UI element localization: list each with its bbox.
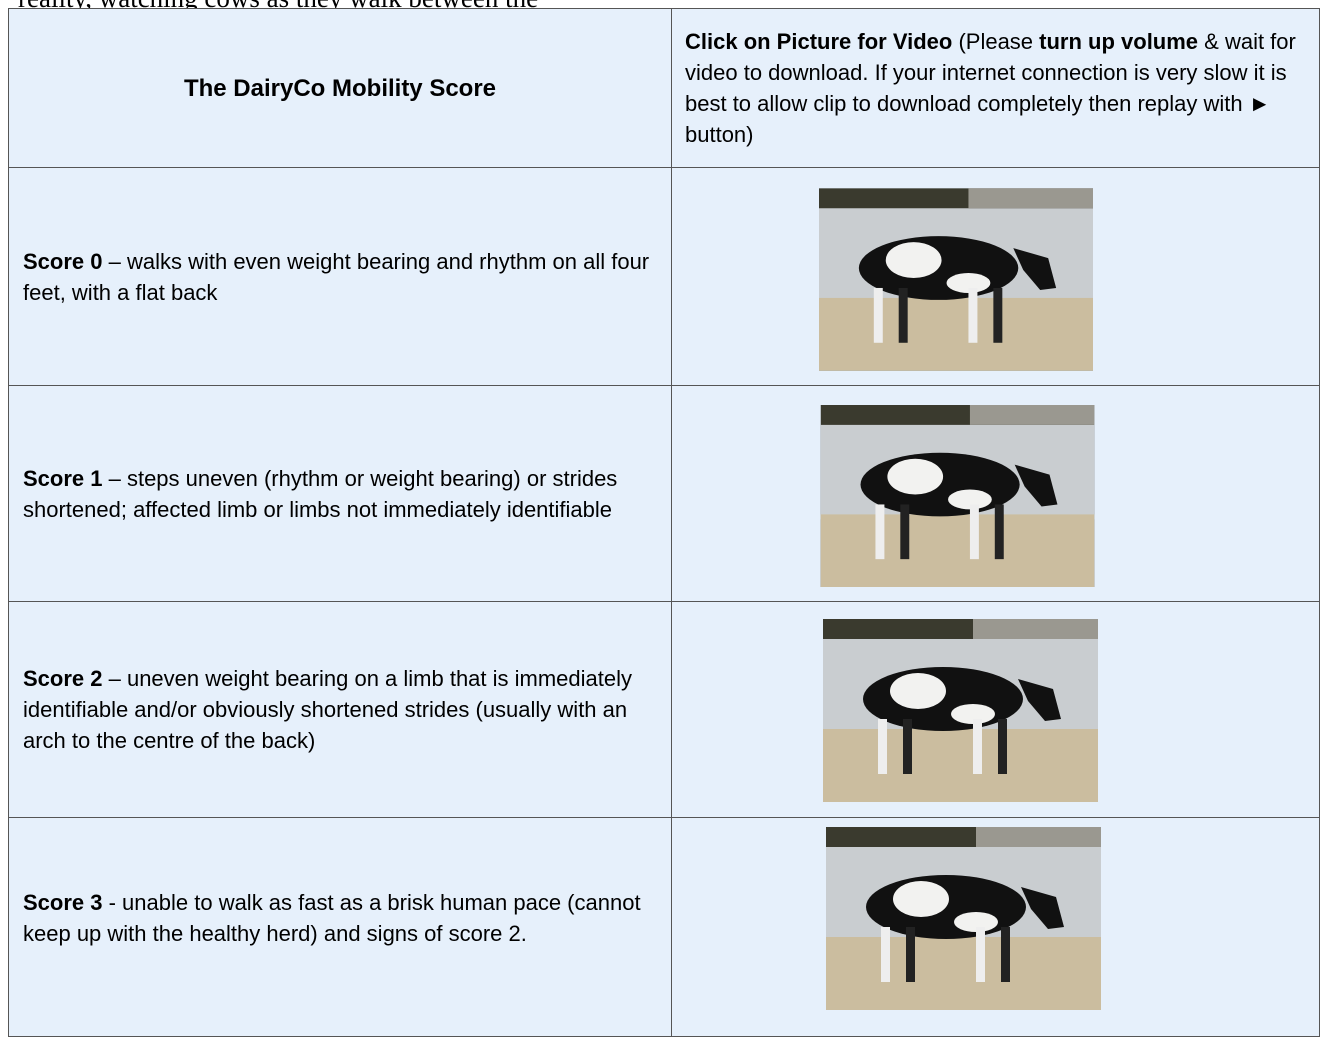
score: Score 0	[23, 248, 103, 274]
header-note: Click on Picture for Video (Please turn …	[685, 26, 1307, 150]
row-text-cell: Score 1 – steps uneven (rhythm or weight…	[8, 385, 672, 602]
row-text-cell: Score 0 – walks with even weight bearing…	[8, 167, 672, 386]
cow-video-thumbnail[interactable]	[820, 405, 1095, 587]
header-title-cell: The DairyCo Mobility Score	[8, 8, 672, 168]
cow-video-thumbnail[interactable]	[819, 188, 1093, 371]
video-cell	[671, 817, 1320, 1037]
note-text: & wait for video to download. If your in…	[685, 29, 1296, 147]
row-text: Score 2 – uneven weight bearing on a lim…	[23, 663, 661, 756]
row-text: Score 0 – walks with even weight bearing…	[23, 246, 661, 308]
row-text-cell: Score 2 – uneven weight bearing on a lim…	[8, 601, 672, 818]
row-text: Score 1 – steps uneven (rhythm or weight…	[23, 463, 661, 525]
video-cell	[671, 167, 1320, 386]
note-text: (Please	[952, 29, 1040, 54]
row-text: Score 3 - unable to walk as fast as a br…	[23, 887, 661, 949]
description: - unable to walk as fast as a brisk huma…	[23, 890, 641, 946]
score: Score 1	[23, 465, 103, 491]
note-bold: Click on Picture for Video	[685, 29, 953, 54]
header-note-cell: Click on Picture for Video (Please turn …	[671, 8, 1320, 168]
description: – steps uneven (rhythm or weight bearing…	[23, 465, 618, 522]
description: – walks with even weight bearing and rhy…	[23, 248, 650, 305]
video-cell	[671, 601, 1320, 818]
cow-video-thumbnail[interactable]	[826, 827, 1101, 1010]
video-cell	[671, 385, 1320, 602]
score: Score 2	[23, 666, 103, 691]
header-title: The DairyCo Mobility Score	[183, 74, 497, 102]
row-text-cell: Score 3 - unable to walk as fast as a br…	[8, 817, 672, 1037]
cow-video-thumbnail[interactable]	[823, 619, 1098, 802]
score: Score 3	[23, 890, 103, 915]
description: – uneven weight bearing on a limb that i…	[23, 666, 633, 753]
note-bold: turn up volume	[1039, 29, 1199, 54]
